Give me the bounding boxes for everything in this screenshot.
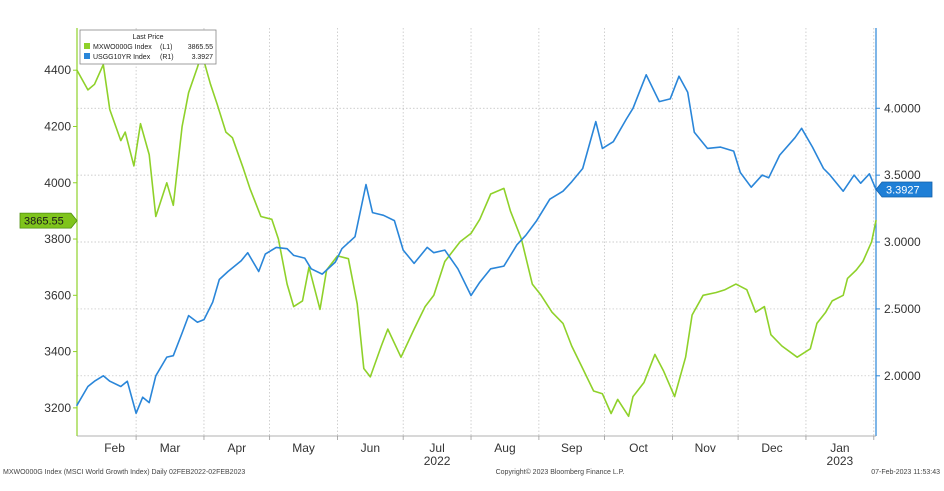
x-tick-label-oct: Oct bbox=[629, 441, 648, 455]
left-tick-label: 4200 bbox=[44, 119, 71, 133]
right-tick-label: 2.0000 bbox=[884, 369, 921, 383]
x-tick-label-aug: Aug bbox=[494, 441, 515, 455]
legend-series-msci: MXWO000G Index bbox=[93, 44, 152, 51]
series-layer bbox=[76, 52, 877, 418]
right-tick-label: 4.0000 bbox=[884, 101, 921, 115]
legend-axis-msci: (L1) bbox=[160, 44, 172, 51]
left-tick-label: 3200 bbox=[44, 401, 71, 415]
legend-axis-usgg: (R1) bbox=[160, 54, 174, 61]
footer-copyright: Copyright© 2023 Bloomberg Finance L.P. bbox=[496, 468, 625, 476]
legend-title: Last Price bbox=[132, 34, 163, 41]
axis-layer: 3200 3400 3600 3800 4000 4200 4400 2.0000 2.5000… bbox=[44, 28, 921, 468]
badge-layer: 3865.55 3.3927 bbox=[19, 181, 933, 229]
x-tick-label-mar: Mar bbox=[160, 441, 181, 455]
year-label-2022: 2022 bbox=[424, 454, 451, 468]
x-tick-label-jul: Jul bbox=[429, 441, 444, 455]
last-value-badge-msci: 3865.55 bbox=[19, 212, 78, 229]
left-tick-label: 3600 bbox=[44, 288, 71, 302]
legend-last-usgg: 3.3927 bbox=[192, 54, 214, 61]
left-tick-label: 3800 bbox=[44, 232, 71, 246]
last-value-badge-msci-shape bbox=[19, 212, 78, 229]
last-value-badge-msci-label: 3865.55 bbox=[24, 216, 64, 228]
last-value-badge-usgg-shape bbox=[875, 181, 933, 198]
x-tick-label-nov: Nov bbox=[695, 441, 716, 455]
legend-box bbox=[79, 29, 217, 65]
x-tick-label-jun: Jun bbox=[361, 441, 380, 455]
left-tick-label: 3400 bbox=[44, 345, 71, 359]
series-line-usgg bbox=[76, 74, 877, 415]
legend-last-msci: 3865.55 bbox=[188, 44, 213, 51]
right-tick-label: 3.0000 bbox=[884, 235, 921, 249]
x-tick-label-may: May bbox=[292, 441, 315, 455]
footer-left: MXWO000G Index (MSCI World Growth Index)… bbox=[3, 469, 245, 476]
right-tick-label: 3.5000 bbox=[884, 168, 921, 182]
x-tick-label-sep: Sep bbox=[561, 441, 583, 455]
left-tick-label: 4000 bbox=[44, 176, 71, 190]
grid-layer bbox=[77, 28, 876, 436]
left-tick-label: 4400 bbox=[44, 63, 71, 77]
x-tick-label-dec: Dec bbox=[761, 441, 782, 455]
last-value-badge-usgg-label: 3.3927 bbox=[886, 185, 920, 197]
x-tick-label-apr: Apr bbox=[227, 441, 246, 455]
x-tick-label-jan: Jan bbox=[830, 441, 849, 455]
legend-swatch-msci bbox=[84, 43, 90, 49]
legend-series-usgg: USGG10YR Index bbox=[93, 54, 151, 61]
x-tick-label-feb: Feb bbox=[104, 441, 125, 455]
legend-swatch-usgg bbox=[84, 53, 90, 59]
footer: MXWO000G Index (MSCI World Growth Index)… bbox=[3, 468, 940, 476]
footer-timestamp: 07-Feb-2023 11:53:43 bbox=[871, 469, 940, 476]
last-value-badge-usgg: 3.3927 bbox=[875, 181, 933, 198]
series-line-msci bbox=[76, 52, 877, 418]
year-label-2023: 2023 bbox=[827, 454, 854, 468]
right-tick-label: 2.5000 bbox=[884, 302, 921, 316]
legend: Last Price MXWO000G Index (L1) 3865.55 U… bbox=[79, 29, 217, 65]
